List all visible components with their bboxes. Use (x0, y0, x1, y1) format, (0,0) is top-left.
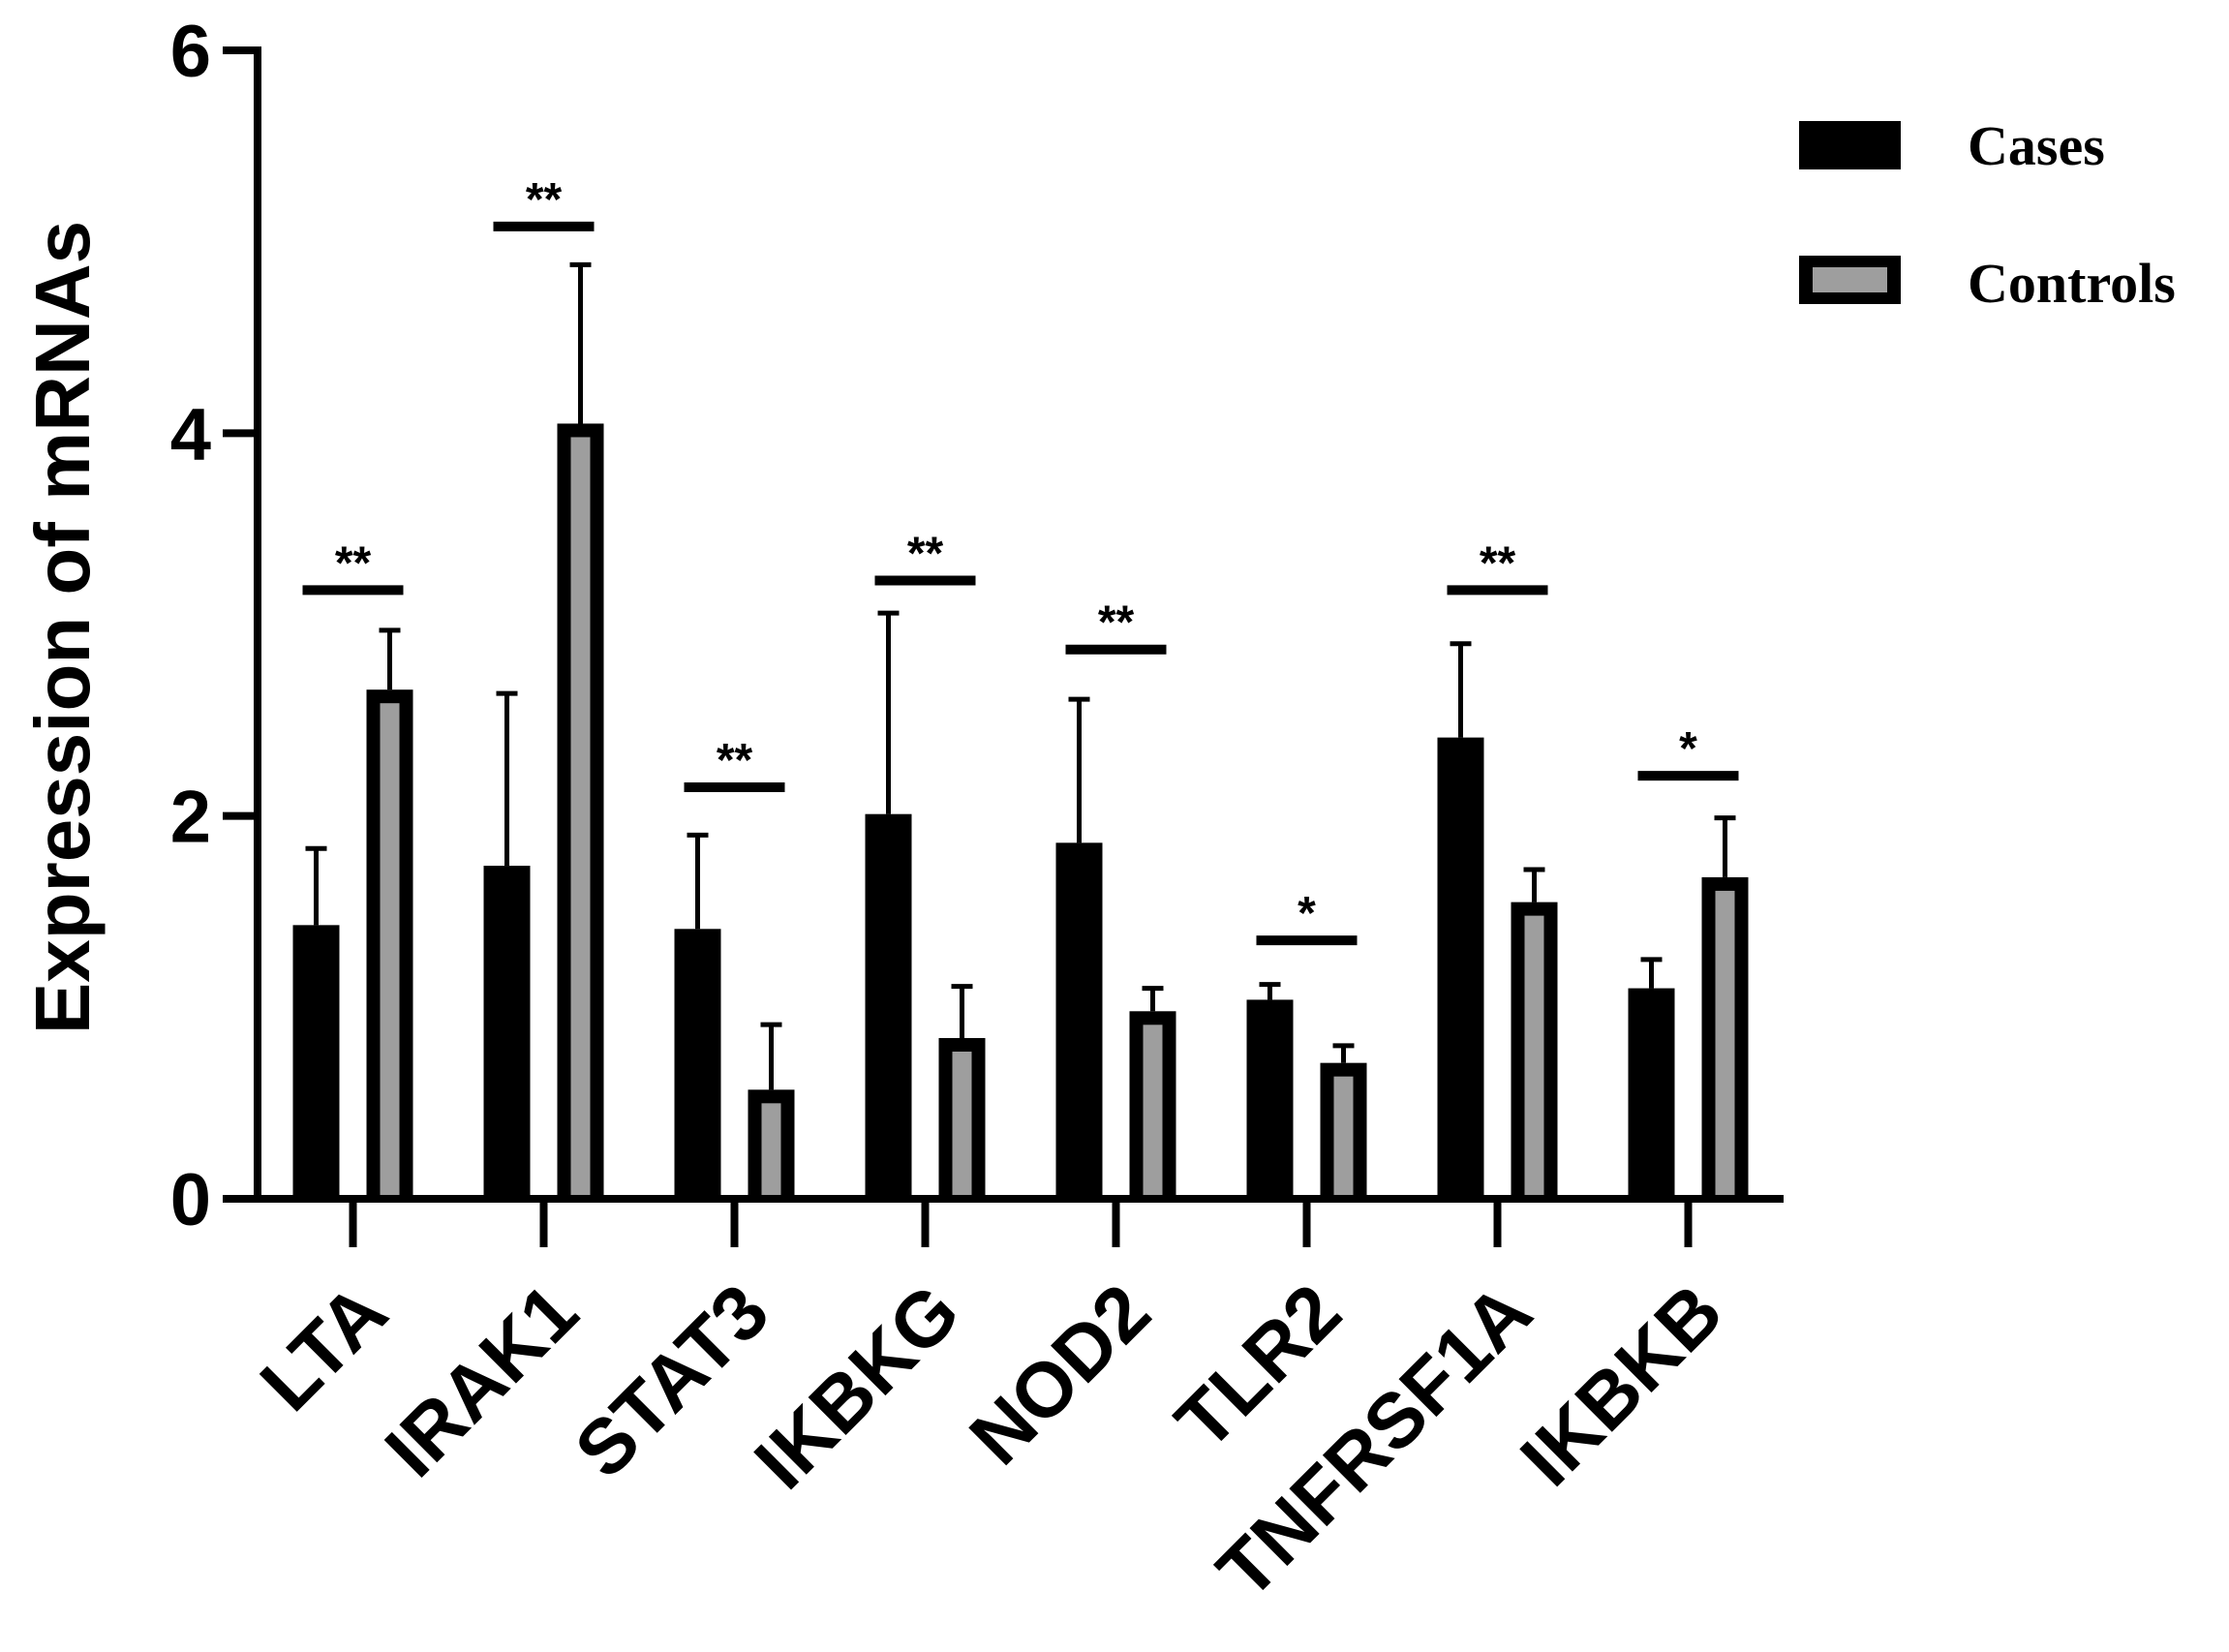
legend-swatch-controls-fill (1813, 267, 1887, 292)
legend-label-cases: Cases (1968, 114, 2105, 177)
significance-label: * (1298, 888, 1316, 939)
x-tick-label: STAT3 (559, 1268, 785, 1494)
y-tick-label: 2 (170, 777, 211, 859)
bar-controls-fill (1715, 890, 1735, 1195)
x-tick-label: IKBKB (1504, 1268, 1738, 1502)
legend: Cases Controls (1799, 114, 2176, 315)
significance-label: ** (526, 174, 563, 226)
bar-cases (674, 929, 721, 1199)
bar-cases (1628, 988, 1675, 1199)
bar-cases (865, 813, 912, 1199)
bar-cases (483, 866, 531, 1199)
y-tick-label: 0 (170, 1159, 211, 1241)
bar-controls-fill (570, 437, 591, 1195)
y-axis-title: Expression of mRNAs (19, 221, 106, 1034)
significance-label: ** (1480, 537, 1516, 589)
significance-label: ** (335, 537, 372, 589)
y-tick-label: 6 (170, 11, 211, 93)
bar-cases (292, 925, 340, 1199)
x-tick-label: IRAK1 (369, 1268, 595, 1493)
x-tick-label: NOD2 (953, 1268, 1166, 1481)
bar-cases (1246, 999, 1294, 1199)
bar-controls-fill (1143, 1025, 1163, 1195)
x-tick-label: LTA (244, 1268, 404, 1427)
x-tick-label: IKBKG (738, 1268, 975, 1505)
significance-label: ** (1098, 597, 1135, 649)
y-tick-label: 4 (170, 393, 211, 475)
legend-label-controls: Controls (1968, 252, 2176, 315)
significance-label: ** (907, 529, 944, 580)
bar-controls-fill (380, 703, 400, 1195)
legend-swatch-cases (1799, 121, 1901, 169)
bar-controls-fill (761, 1103, 781, 1195)
chart-marks: 0246LTAIRAK1STAT3IKBKGNOD2TLR2TNFRSF1AIK… (170, 11, 1784, 1614)
significance-label: * (1679, 723, 1697, 775)
bar-controls-fill (1524, 915, 1544, 1195)
bar-cases (1437, 737, 1484, 1199)
significance-label: ** (717, 735, 753, 786)
bar-cases (1055, 842, 1103, 1199)
bar-controls-fill (1333, 1076, 1354, 1195)
bar-controls-fill (952, 1051, 972, 1195)
